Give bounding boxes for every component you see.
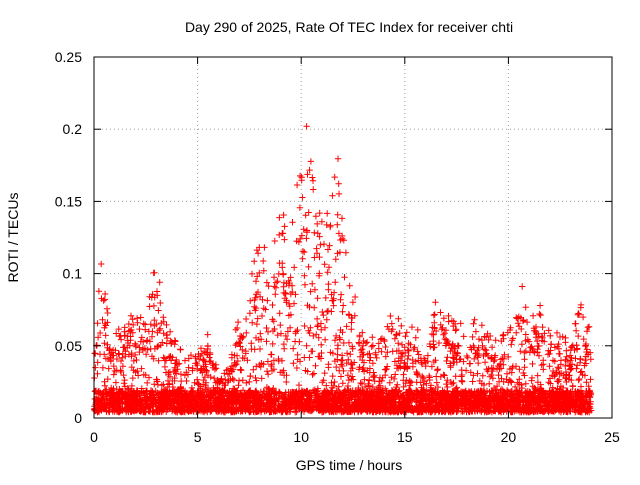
y-tick-label: 0	[74, 410, 82, 426]
x-tick-label: 20	[501, 429, 517, 445]
y-tick-label: 0.05	[55, 338, 82, 354]
x-tick-label: 5	[194, 429, 202, 445]
y-tick-label: 0.1	[63, 266, 83, 282]
x-tick-label: 25	[604, 429, 620, 445]
y-tick-label: 0.2	[63, 121, 83, 137]
roti-point-markers	[91, 123, 595, 416]
y-tick-label: 0.25	[55, 49, 82, 65]
x-axis-label: GPS time / hours	[296, 457, 403, 473]
data-points	[91, 123, 595, 416]
chart-title: Day 290 of 2025, Rate Of TEC Index for r…	[185, 19, 513, 35]
x-tick-label: 10	[293, 429, 309, 445]
y-tick-label: 0.15	[55, 193, 82, 209]
x-tick-label: 0	[90, 429, 98, 445]
plot-frame	[93, 56, 613, 419]
y-axis-label: ROTI / TECUs	[5, 193, 21, 283]
axis-ticks: 0 5 10 15 20 25 0 0.05 0.1 0.15 0.2 0.25	[55, 49, 620, 445]
x-tick-label: 15	[397, 429, 413, 445]
